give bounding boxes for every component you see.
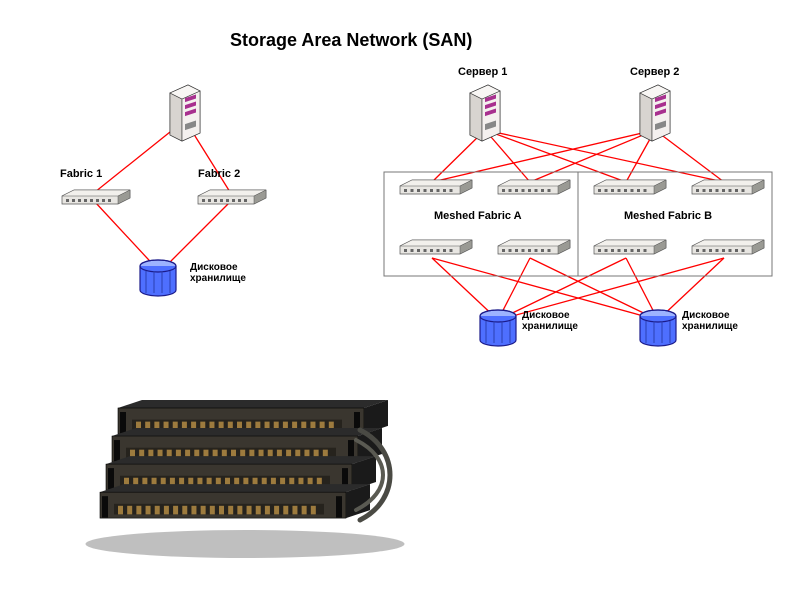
switch-icon bbox=[400, 180, 472, 194]
storage-icon bbox=[480, 310, 516, 346]
switch-icon bbox=[692, 240, 764, 254]
label-server2: Сервер 2 bbox=[630, 66, 679, 78]
label-server1: Сервер 1 bbox=[458, 66, 507, 78]
switch-icon bbox=[198, 190, 266, 204]
label-storage-r1: Дисковое хранилище bbox=[522, 310, 578, 332]
label-mesh-a: Meshed Fabric A bbox=[434, 210, 522, 222]
label-fabric1: Fabric 1 bbox=[60, 168, 102, 180]
switch-icon bbox=[400, 240, 472, 254]
switch-icon bbox=[498, 240, 570, 254]
san-switch-rack-photo bbox=[86, 400, 405, 558]
switch-icon bbox=[692, 180, 764, 194]
storage-icon bbox=[140, 260, 176, 296]
label-storage-r2: Дисковое хранилище bbox=[682, 310, 738, 332]
page-title: Storage Area Network (SAN) bbox=[230, 30, 472, 51]
switch-icon bbox=[62, 190, 130, 204]
switch-icon bbox=[594, 180, 666, 194]
label-storage-left: Дисковое хранилище bbox=[190, 262, 246, 284]
label-fabric2: Fabric 2 bbox=[198, 168, 240, 180]
storage-icon bbox=[640, 310, 676, 346]
server-icon bbox=[170, 85, 200, 141]
server-icon bbox=[640, 85, 670, 141]
server-icon bbox=[470, 85, 500, 141]
label-mesh-b: Meshed Fabric B bbox=[624, 210, 712, 222]
switch-icon bbox=[594, 240, 666, 254]
switch-icon bbox=[498, 180, 570, 194]
